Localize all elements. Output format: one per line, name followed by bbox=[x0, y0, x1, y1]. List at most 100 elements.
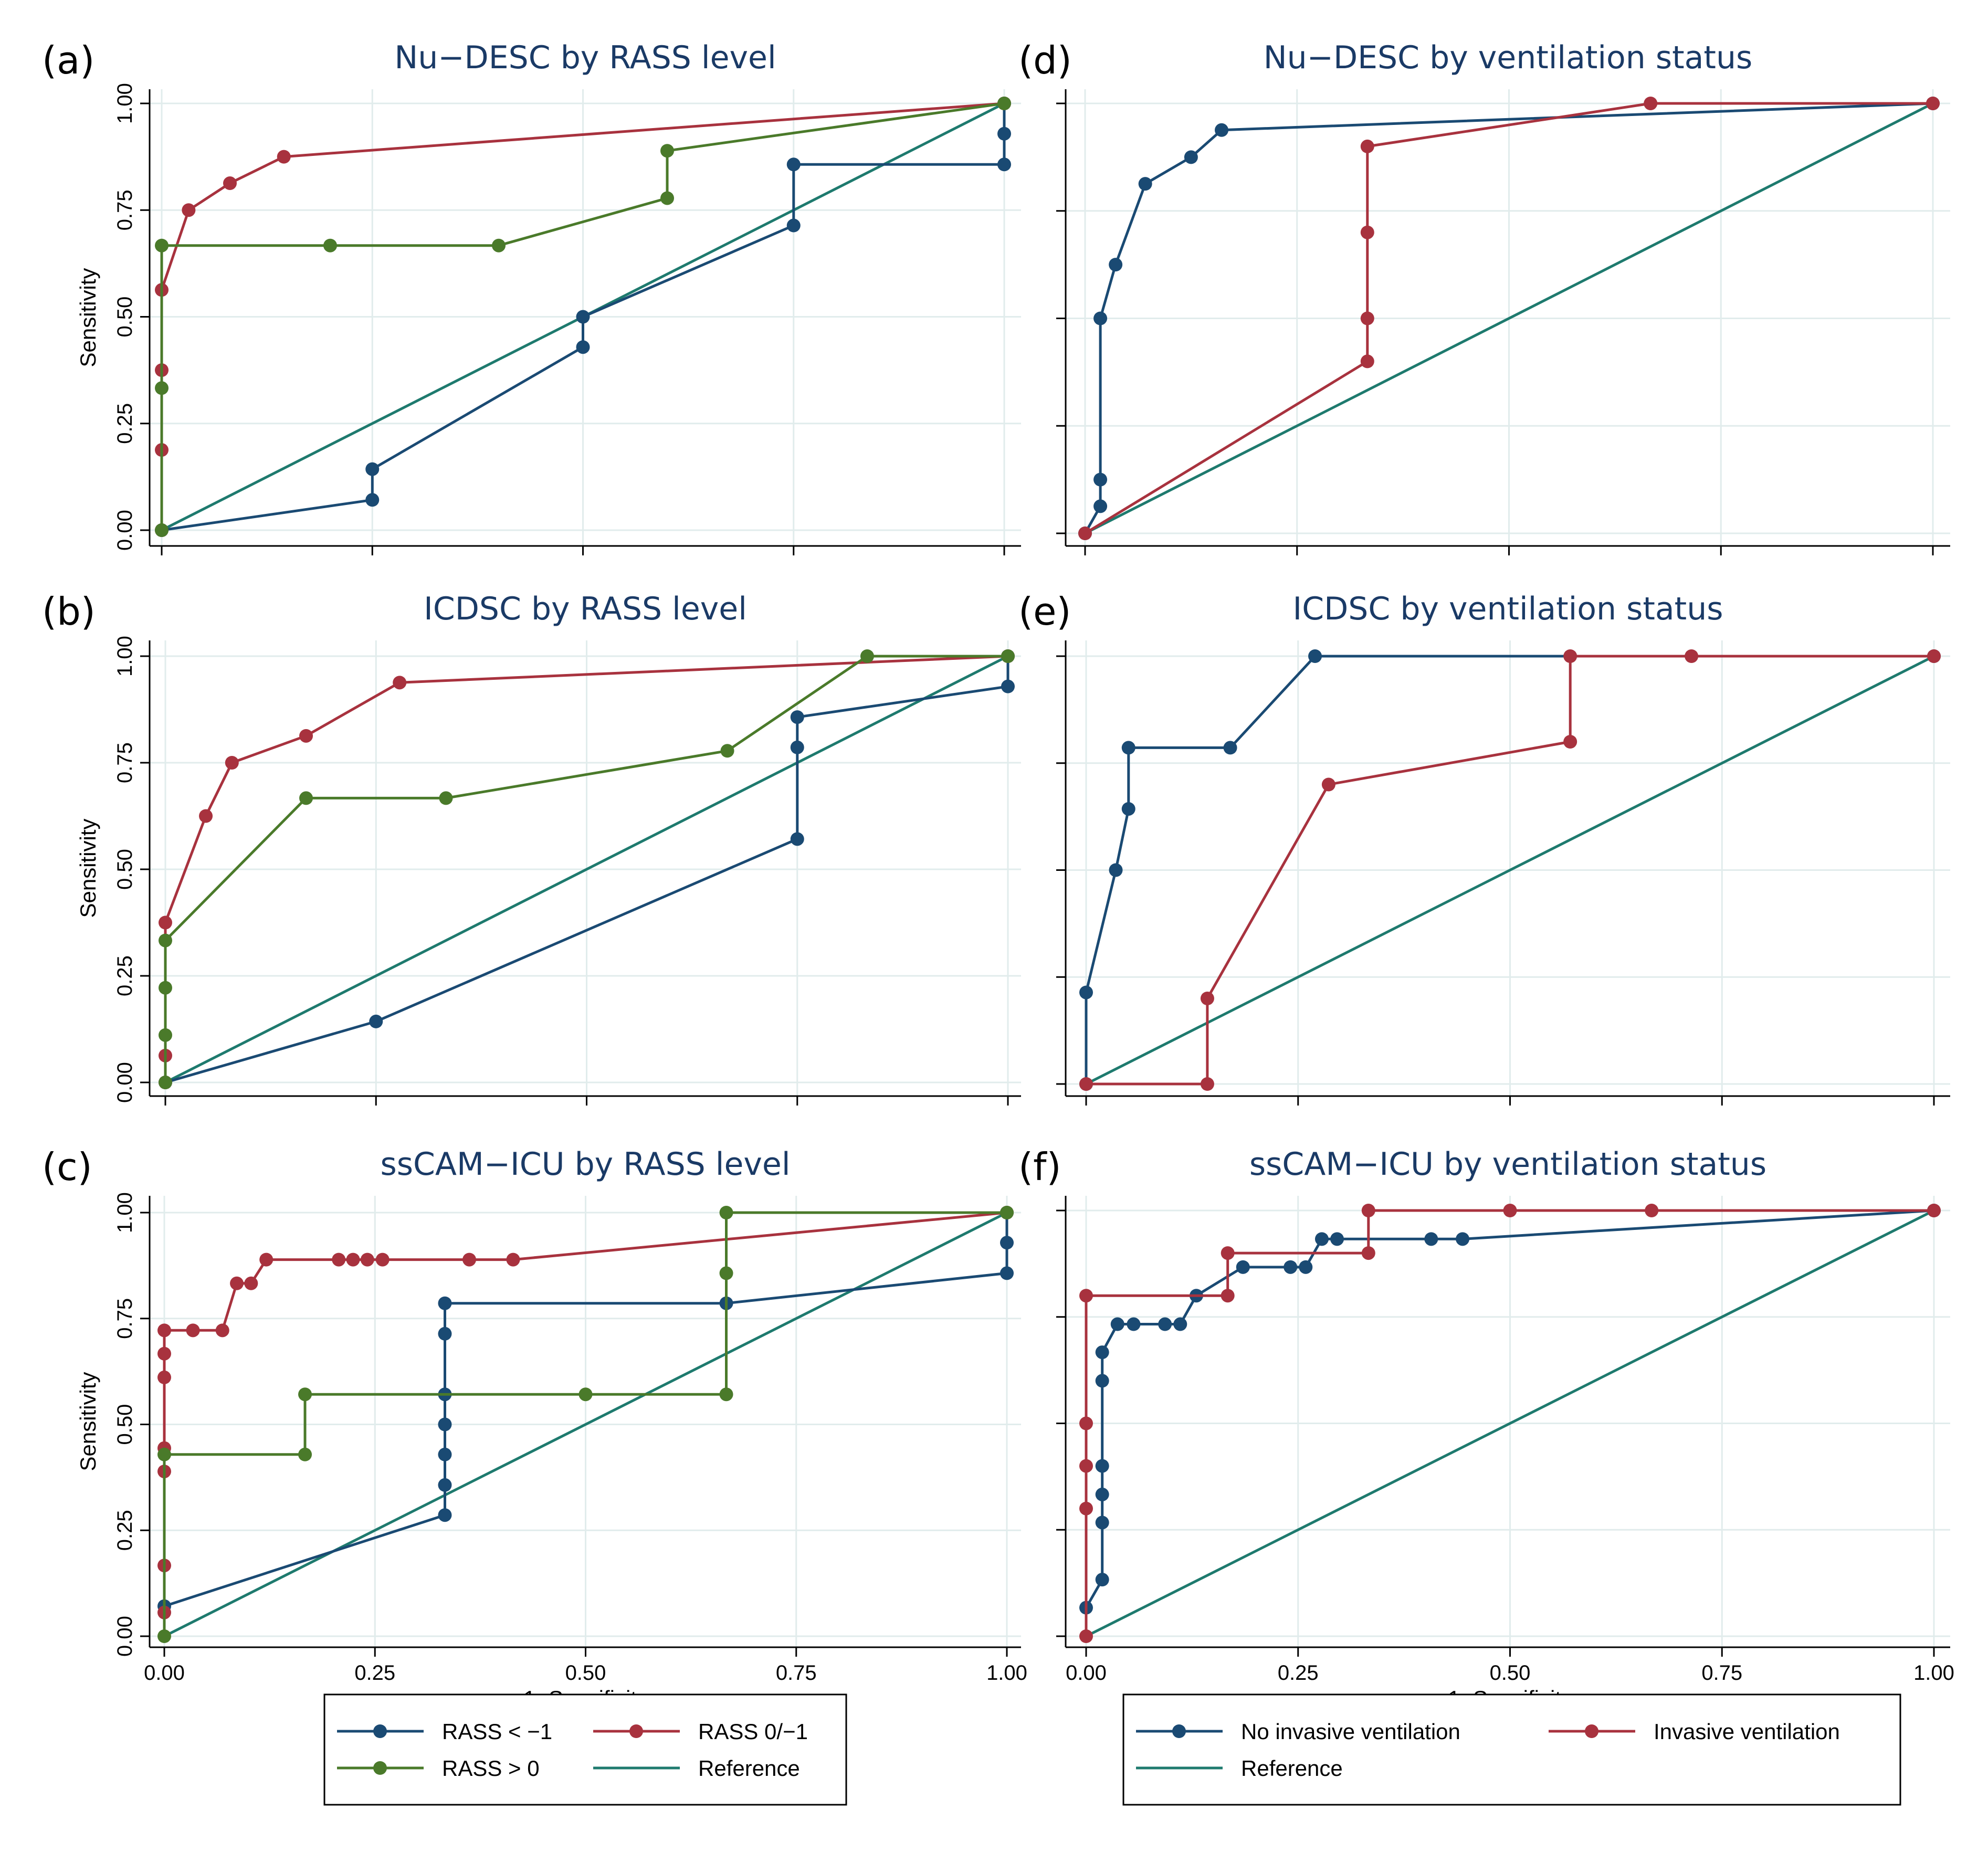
series-rass-0-point bbox=[719, 1266, 733, 1280]
series-no-invasive-ventilation-point bbox=[1109, 863, 1123, 877]
series-rass-0-1-point bbox=[462, 1252, 477, 1267]
panel-label: (d) bbox=[1018, 38, 1072, 82]
series-invasive-ventilation-point bbox=[1200, 1077, 1214, 1091]
series-no-invasive-ventilation-point bbox=[1095, 1487, 1109, 1501]
legend-label: Reference bbox=[1241, 1756, 1343, 1781]
x-tick-label: 0.50 bbox=[1490, 1661, 1531, 1685]
series-rass-0-1-point bbox=[244, 1276, 258, 1290]
series-no-invasive-ventilation-point bbox=[1330, 1232, 1344, 1246]
x-tick-label: 1.00 bbox=[986, 1661, 1027, 1685]
series-rass-0-point bbox=[997, 97, 1011, 110]
y-axis-label: Sensitivity bbox=[76, 818, 100, 918]
y-tick-label: 0.00 bbox=[113, 1062, 136, 1103]
y-tick-label: 0.25 bbox=[113, 403, 136, 444]
series-rass-0-point bbox=[298, 1447, 312, 1461]
series-invasive-ventilation-point bbox=[1361, 1246, 1375, 1260]
series-invasive-ventilation-point bbox=[1079, 1459, 1093, 1473]
series-rass-1-point bbox=[1000, 1236, 1014, 1250]
legend-swatch-marker bbox=[1585, 1724, 1598, 1738]
chart-title: ICDSC by RASS level bbox=[424, 591, 747, 627]
x-tick-label: 0.25 bbox=[1278, 1661, 1319, 1685]
series-no-invasive-ventilation-point bbox=[1284, 1260, 1298, 1274]
series-rass-0-point bbox=[1000, 1206, 1014, 1219]
series-invasive-ventilation-point bbox=[1685, 649, 1699, 663]
y-tick-label: 0.50 bbox=[113, 297, 136, 338]
series-no-invasive-ventilation-point bbox=[1093, 472, 1108, 487]
series-invasive-ventilation-point bbox=[1079, 1077, 1093, 1091]
series-rass-0-point bbox=[719, 1206, 733, 1219]
series-rass-0-point bbox=[719, 1387, 733, 1402]
series-rass-0-point bbox=[159, 933, 172, 948]
series-rass-1-point bbox=[1000, 1266, 1014, 1280]
series-rass-1-point bbox=[786, 218, 801, 233]
series-no-invasive-ventilation-point bbox=[1121, 802, 1135, 816]
series-rass-0-1-point bbox=[277, 150, 291, 164]
y-tick-label: 0.75 bbox=[113, 742, 136, 783]
series-no-invasive-ventilation-point bbox=[1456, 1232, 1470, 1246]
legend-label: RASS > 0 bbox=[442, 1756, 540, 1781]
y-tick-label: 1.00 bbox=[113, 1192, 136, 1233]
y-tick-label: 0.50 bbox=[113, 1404, 136, 1445]
y-tick-label: 0.25 bbox=[113, 955, 136, 996]
series-invasive-ventilation-point bbox=[1563, 735, 1577, 749]
series-rass-0-point bbox=[155, 523, 169, 537]
series-no-invasive-ventilation-point bbox=[1127, 1317, 1141, 1331]
series-rass-1-point bbox=[438, 1296, 452, 1310]
series-no-invasive-ventilation-point bbox=[1095, 1459, 1109, 1473]
series-invasive-ventilation-point bbox=[1079, 1289, 1093, 1303]
series-invasive-ventilation-point bbox=[1221, 1246, 1235, 1260]
series-invasive-ventilation-point bbox=[1200, 992, 1214, 1005]
x-tick-label: 0.75 bbox=[776, 1661, 817, 1685]
series-rass-1-point bbox=[790, 832, 804, 846]
series-rass-1-point bbox=[438, 1417, 452, 1432]
series-invasive-ventilation-line bbox=[1086, 655, 1934, 1086]
series-rass-1-point bbox=[790, 710, 804, 724]
series-invasive-ventilation-point bbox=[1221, 1289, 1235, 1303]
series-reference-line bbox=[1084, 102, 1934, 535]
series-rass-1-point bbox=[369, 1014, 383, 1028]
series-rass-0-1-point bbox=[332, 1252, 346, 1267]
series-no-invasive-ventilation-point bbox=[1138, 177, 1152, 191]
y-tick-label: 0.00 bbox=[113, 1616, 136, 1657]
x-tick-label: 0.00 bbox=[144, 1661, 185, 1685]
series-rass-0-1-point bbox=[506, 1252, 520, 1267]
series-rass-0-point bbox=[155, 381, 169, 395]
chart-title: ICDSC by ventilation status bbox=[1293, 591, 1723, 627]
series-invasive-ventilation-point bbox=[1927, 1204, 1941, 1217]
series-no-invasive-ventilation-point bbox=[1110, 1317, 1124, 1331]
series-rass-1-point bbox=[438, 1327, 452, 1341]
series-invasive-ventilation-point bbox=[1079, 1629, 1093, 1643]
series-no-invasive-ventilation-point bbox=[1095, 1573, 1109, 1587]
chart-panel-c: 0.00 0.25 0.50 0.75 1.00 0.00 0.25 0.50 0.75 1.00… bbox=[42, 1145, 1027, 1711]
series-rass-0-1-point bbox=[157, 1370, 171, 1384]
series-rass-0-1-point bbox=[346, 1252, 360, 1267]
series-no-invasive-ventilation-point bbox=[1424, 1232, 1438, 1246]
series-rass-0-1-point bbox=[375, 1252, 390, 1267]
chart-panel-e: ICDSC by ventilation status (e) bbox=[1018, 590, 1950, 1106]
chart-title: ssCAM−ICU by RASS level bbox=[381, 1146, 791, 1183]
series-rass-1-point bbox=[576, 340, 590, 354]
series-rass-1-line bbox=[161, 103, 1006, 532]
series-rass-0-point bbox=[157, 1629, 171, 1643]
x-tick-label: 0.75 bbox=[1701, 1661, 1742, 1685]
series-rass-0-point bbox=[157, 1447, 171, 1461]
series-rass-1-point bbox=[790, 740, 804, 754]
series-reference-line bbox=[163, 1211, 1008, 1638]
series-rass-0-point bbox=[578, 1387, 593, 1402]
series-rass-0-point bbox=[299, 791, 313, 805]
series-rass-1-point bbox=[1001, 679, 1015, 693]
series-rass-0-1-point bbox=[157, 1346, 171, 1361]
series-rass-0-point bbox=[439, 791, 453, 805]
series-rass-0-point bbox=[492, 238, 506, 252]
series-rass-0-line bbox=[160, 102, 1005, 530]
series-rass-0-point bbox=[323, 238, 337, 252]
legend-box bbox=[1122, 1693, 1901, 1806]
legend-label: RASS 0/−1 bbox=[698, 1719, 808, 1744]
series-invasive-ventilation-point bbox=[1644, 97, 1658, 110]
chart-panel-d: Nu−DESC by ventilation status (d) bbox=[1018, 38, 1950, 555]
series-no-invasive-ventilation-point bbox=[1314, 1232, 1329, 1246]
series-no-invasive-ventilation-point bbox=[1184, 150, 1198, 164]
legend-label: Invasive ventilation bbox=[1654, 1719, 1840, 1744]
series-no-invasive-ventilation-point bbox=[1158, 1317, 1172, 1331]
legend-swatch-marker bbox=[373, 1761, 387, 1775]
